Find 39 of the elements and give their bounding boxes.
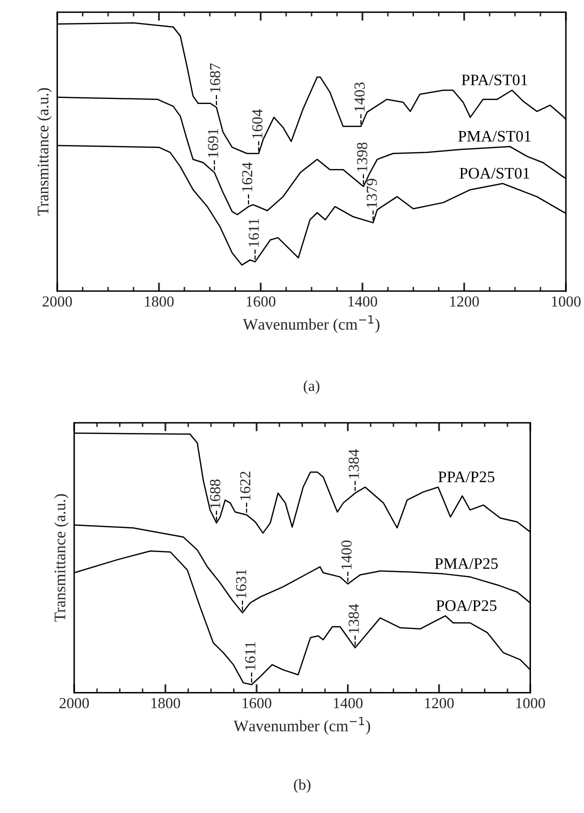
x-tick-label: 1200 bbox=[425, 698, 454, 708]
x-tick-label: 1800 bbox=[151, 698, 180, 708]
annotation: 1688 bbox=[210, 479, 220, 508]
series-label: PMA/P25 bbox=[434, 558, 498, 569]
x-axis-title: Wavenumber (cm$^{−1}$) bbox=[242, 315, 380, 333]
x-tick-label: 1600 bbox=[242, 698, 272, 708]
series-label: PPA/ST01 bbox=[462, 74, 528, 86]
series-label: PMA/ST01 bbox=[458, 130, 531, 142]
annotation: 1687 bbox=[210, 63, 220, 92]
x-tick-label: 1200 bbox=[450, 296, 479, 307]
annotation: 1604 bbox=[252, 109, 262, 138]
annotation: 1403 bbox=[354, 82, 365, 112]
series-label: POA/P25 bbox=[436, 600, 496, 611]
annotation: 1611 bbox=[248, 218, 259, 247]
x-tick-label: 1400 bbox=[334, 698, 363, 708]
y-axis-title: Transmittance (a.u.) bbox=[54, 494, 69, 622]
annotation: 1622 bbox=[240, 472, 250, 500]
x-tick-label: 1400 bbox=[348, 296, 378, 307]
annotation: 1384 bbox=[348, 604, 359, 633]
annotation: 1631 bbox=[236, 570, 246, 598]
series-label: POA/ST01 bbox=[460, 168, 530, 179]
annotation: 1691 bbox=[208, 128, 218, 158]
y-axis-title: Transmittance (a.u.) bbox=[37, 88, 52, 216]
x-tick-label: 1800 bbox=[145, 296, 174, 307]
annotation: 1400 bbox=[341, 540, 352, 570]
x-tick-label: 1000 bbox=[516, 698, 545, 708]
text: (b) bbox=[294, 779, 310, 793]
series-label: PPA/P25 bbox=[438, 472, 494, 482]
x-axis-title: Wavenumber (cm$^{−1}$) bbox=[234, 716, 370, 735]
annotation: 1398 bbox=[356, 142, 368, 172]
text: (a) bbox=[304, 380, 320, 394]
annotation: 1379 bbox=[366, 178, 377, 208]
x-tick-label: 1000 bbox=[552, 296, 581, 307]
x-tick-label: 2000 bbox=[42, 296, 72, 307]
annotation: 1624 bbox=[242, 162, 252, 192]
x-tick-label: 1600 bbox=[246, 296, 276, 307]
annotation: 1611 bbox=[245, 642, 256, 670]
annotation: 1384 bbox=[348, 449, 359, 478]
x-tick-label: 2000 bbox=[60, 698, 89, 708]
